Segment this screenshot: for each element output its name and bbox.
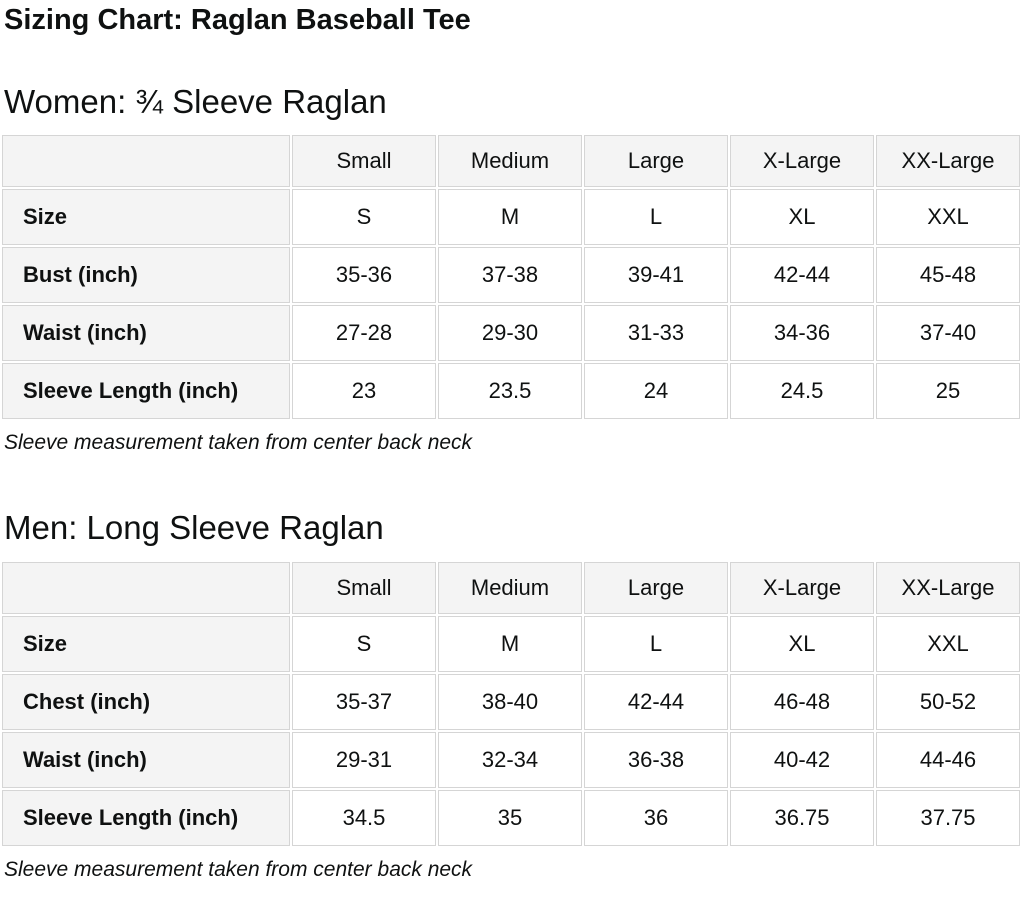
table-cell: 27-28 — [292, 305, 436, 361]
table-cell: XL — [730, 189, 874, 245]
page-title: Sizing Chart: Raglan Baseball Tee — [4, 4, 471, 36]
row-label: Size — [2, 189, 290, 245]
table-row: Size S M L XL XXL — [2, 189, 1020, 245]
table-cell: 31-33 — [584, 305, 728, 361]
row-label: Sleeve Length (inch) — [2, 790, 290, 846]
table-cell: 34.5 — [292, 790, 436, 846]
sleeve-measurement-note-men: Sleeve measurement taken from center bac… — [4, 858, 473, 881]
table-cell: 29-30 — [438, 305, 582, 361]
table-cell: L — [584, 189, 728, 245]
column-header-large: Large — [584, 135, 728, 187]
corner-cell — [2, 135, 290, 187]
table-row: Sleeve Length (inch) 34.5 35 36 36.75 37… — [2, 790, 1020, 846]
table-cell: M — [438, 189, 582, 245]
table-cell: 50-52 — [876, 674, 1020, 730]
table-cell: 24 — [584, 363, 728, 419]
table-cell: 40-42 — [730, 732, 874, 788]
table-cell: XXL — [876, 189, 1020, 245]
row-label: Chest (inch) — [2, 674, 290, 730]
table-cell: 23 — [292, 363, 436, 419]
table-row: Size S M L XL XXL — [2, 616, 1020, 672]
table-cell: XL — [730, 616, 874, 672]
table-cell: 34-36 — [730, 305, 874, 361]
table-row: Waist (inch) 27-28 29-30 31-33 34-36 37-… — [2, 305, 1020, 361]
table-cell: 23.5 — [438, 363, 582, 419]
men-size-table: Small Medium Large X-Large XX-Large Size… — [0, 560, 1022, 848]
column-header-x-large: X-Large — [730, 135, 874, 187]
table-cell: 25 — [876, 363, 1020, 419]
sleeve-measurement-note-women: Sleeve measurement taken from center bac… — [4, 431, 473, 454]
table-cell: 35-36 — [292, 247, 436, 303]
row-label: Size — [2, 616, 290, 672]
table-cell: 45-48 — [876, 247, 1020, 303]
column-header-medium: Medium — [438, 135, 582, 187]
column-header-medium: Medium — [438, 562, 582, 614]
table-header-row: Small Medium Large X-Large XX-Large — [2, 135, 1020, 187]
table-header-row: Small Medium Large X-Large XX-Large — [2, 562, 1020, 614]
table-cell: M — [438, 616, 582, 672]
section-heading-men: Men: Long Sleeve Raglan — [4, 509, 384, 546]
table-cell: 35-37 — [292, 674, 436, 730]
table-cell: 37.75 — [876, 790, 1020, 846]
column-header-small: Small — [292, 135, 436, 187]
table-cell: 42-44 — [584, 674, 728, 730]
table-row: Chest (inch) 35-37 38-40 42-44 46-48 50-… — [2, 674, 1020, 730]
table-cell: 39-41 — [584, 247, 728, 303]
table-cell: 42-44 — [730, 247, 874, 303]
table-cell: 36.75 — [730, 790, 874, 846]
table-row: Bust (inch) 35-36 37-38 39-41 42-44 45-4… — [2, 247, 1020, 303]
table-cell: 36-38 — [584, 732, 728, 788]
column-header-xx-large: XX-Large — [876, 135, 1020, 187]
corner-cell — [2, 562, 290, 614]
table-cell: 37-38 — [438, 247, 582, 303]
row-label: Waist (inch) — [2, 305, 290, 361]
table-cell: 36 — [584, 790, 728, 846]
table-cell: 44-46 — [876, 732, 1020, 788]
section-heading-women: Women: ¾ Sleeve Raglan — [4, 83, 387, 120]
table-cell: XXL — [876, 616, 1020, 672]
table-cell: 38-40 — [438, 674, 582, 730]
table-cell: 35 — [438, 790, 582, 846]
column-header-large: Large — [584, 562, 728, 614]
row-label: Waist (inch) — [2, 732, 290, 788]
table-cell: 37-40 — [876, 305, 1020, 361]
women-size-table: Small Medium Large X-Large XX-Large Size… — [0, 133, 1022, 421]
column-header-xx-large: XX-Large — [876, 562, 1020, 614]
column-header-small: Small — [292, 562, 436, 614]
table-cell: S — [292, 616, 436, 672]
table-row: Waist (inch) 29-31 32-34 36-38 40-42 44-… — [2, 732, 1020, 788]
table-cell: L — [584, 616, 728, 672]
table-cell: 46-48 — [730, 674, 874, 730]
table-cell: 32-34 — [438, 732, 582, 788]
table-cell: 29-31 — [292, 732, 436, 788]
column-header-x-large: X-Large — [730, 562, 874, 614]
table-cell: S — [292, 189, 436, 245]
table-row: Sleeve Length (inch) 23 23.5 24 24.5 25 — [2, 363, 1020, 419]
table-cell: 24.5 — [730, 363, 874, 419]
row-label: Bust (inch) — [2, 247, 290, 303]
row-label: Sleeve Length (inch) — [2, 363, 290, 419]
